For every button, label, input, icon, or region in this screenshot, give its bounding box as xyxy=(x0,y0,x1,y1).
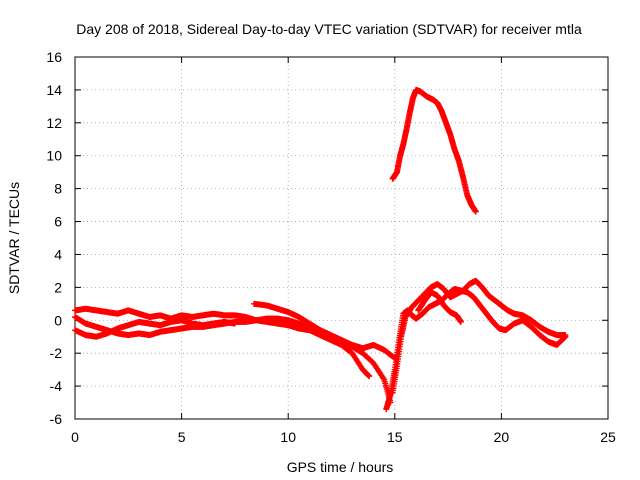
y-tick-label: 14 xyxy=(46,82,62,98)
data-point-marker xyxy=(231,320,238,327)
y-tick-label: 16 xyxy=(46,49,62,65)
y-tick-label: 12 xyxy=(46,115,62,131)
y-tick-label: 6 xyxy=(54,214,62,230)
y-tick-label: -6 xyxy=(50,411,63,427)
y-tick-label: -2 xyxy=(50,345,63,361)
x-tick-label: 0 xyxy=(71,429,79,445)
x-tick-label: 5 xyxy=(178,429,186,445)
y-tick-label: 10 xyxy=(46,148,62,164)
x-tick-label: 15 xyxy=(387,429,403,445)
data-point-marker xyxy=(457,318,464,325)
x-axis-label: GPS time / hours xyxy=(287,459,394,475)
data-point-marker xyxy=(562,332,569,339)
series-late-morning-arc xyxy=(251,300,398,362)
data-point-marker xyxy=(472,208,479,215)
plot-frame xyxy=(74,56,609,420)
y-tick-label: 8 xyxy=(54,181,62,197)
series-main-band-lower xyxy=(72,317,238,340)
series-recovery-trace-b xyxy=(389,277,569,396)
series-recovery-trace-c xyxy=(415,289,464,325)
data-point-marker xyxy=(366,373,373,380)
y-tick-label: 0 xyxy=(54,312,62,328)
series-afternoon-peak xyxy=(389,86,479,215)
y-tick-label: 2 xyxy=(54,279,62,295)
chart-title: Day 208 of 2018, Sidereal Day-to-day VTE… xyxy=(76,21,582,37)
tick-labels: 0 5 10 15 20 25 -6 -4 -2 0 2 4 6 8 10 12 14 16 xyxy=(46,49,616,445)
y-axis-label: SDTVAR / TECUs xyxy=(6,182,22,294)
x-tick-label: 20 xyxy=(494,429,510,445)
x-tick-label: 10 xyxy=(280,429,296,445)
x-tick-label: 25 xyxy=(600,429,616,445)
data-marks xyxy=(72,86,569,413)
y-tick-label: -4 xyxy=(50,378,63,394)
y-tick-label: 4 xyxy=(54,246,62,262)
